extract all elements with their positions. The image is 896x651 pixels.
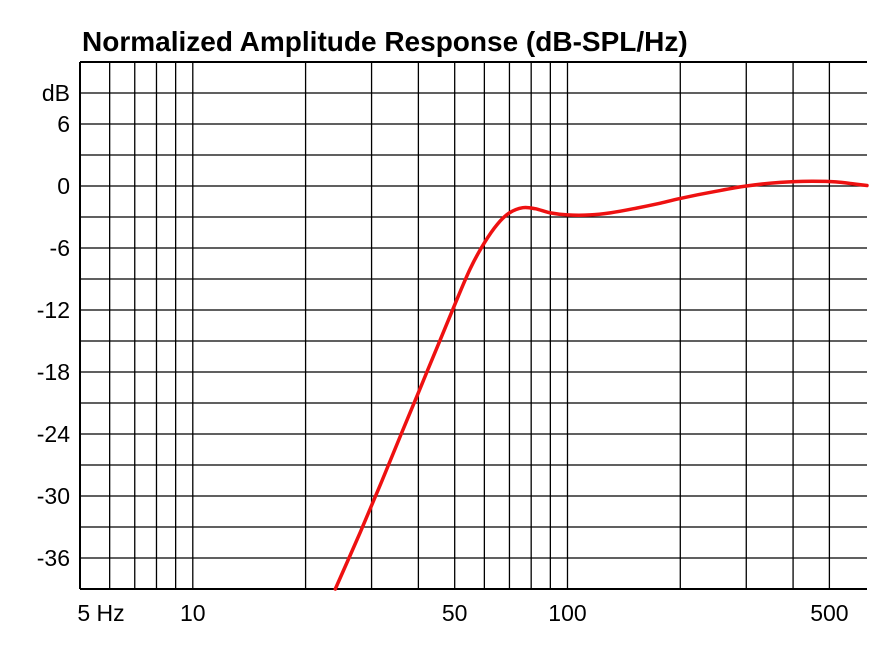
x-tick-label: 500 [810,600,848,626]
y-unit-label: dB [42,80,70,106]
x-tick-label: 5 Hz [77,600,124,626]
y-tick-label: 6 [57,111,70,137]
series-group [333,179,869,591]
x-axis-labels: 5 Hz 10 50 100 500 [77,600,848,626]
x-tick-label: 50 [442,600,468,626]
y-tick-label: -36 [37,545,70,571]
y-axis-labels: 6 0 -6 -12 -18 -24 -30 -36 [37,111,70,571]
y-tick-label: -12 [37,297,70,323]
y-tick-label: -18 [37,359,70,385]
x-tick-label: 100 [548,600,586,626]
y-tick-label: -30 [37,483,70,509]
y-tick-label: -24 [37,421,70,447]
response-curve [333,179,869,591]
x-tick-label: 10 [180,600,206,626]
chart-title: Normalized Amplitude Response (dB-SPL/Hz… [82,26,688,57]
grid-lines [79,61,867,590]
y-tick-label: -6 [50,235,70,261]
y-tick-label: 0 [57,173,70,199]
